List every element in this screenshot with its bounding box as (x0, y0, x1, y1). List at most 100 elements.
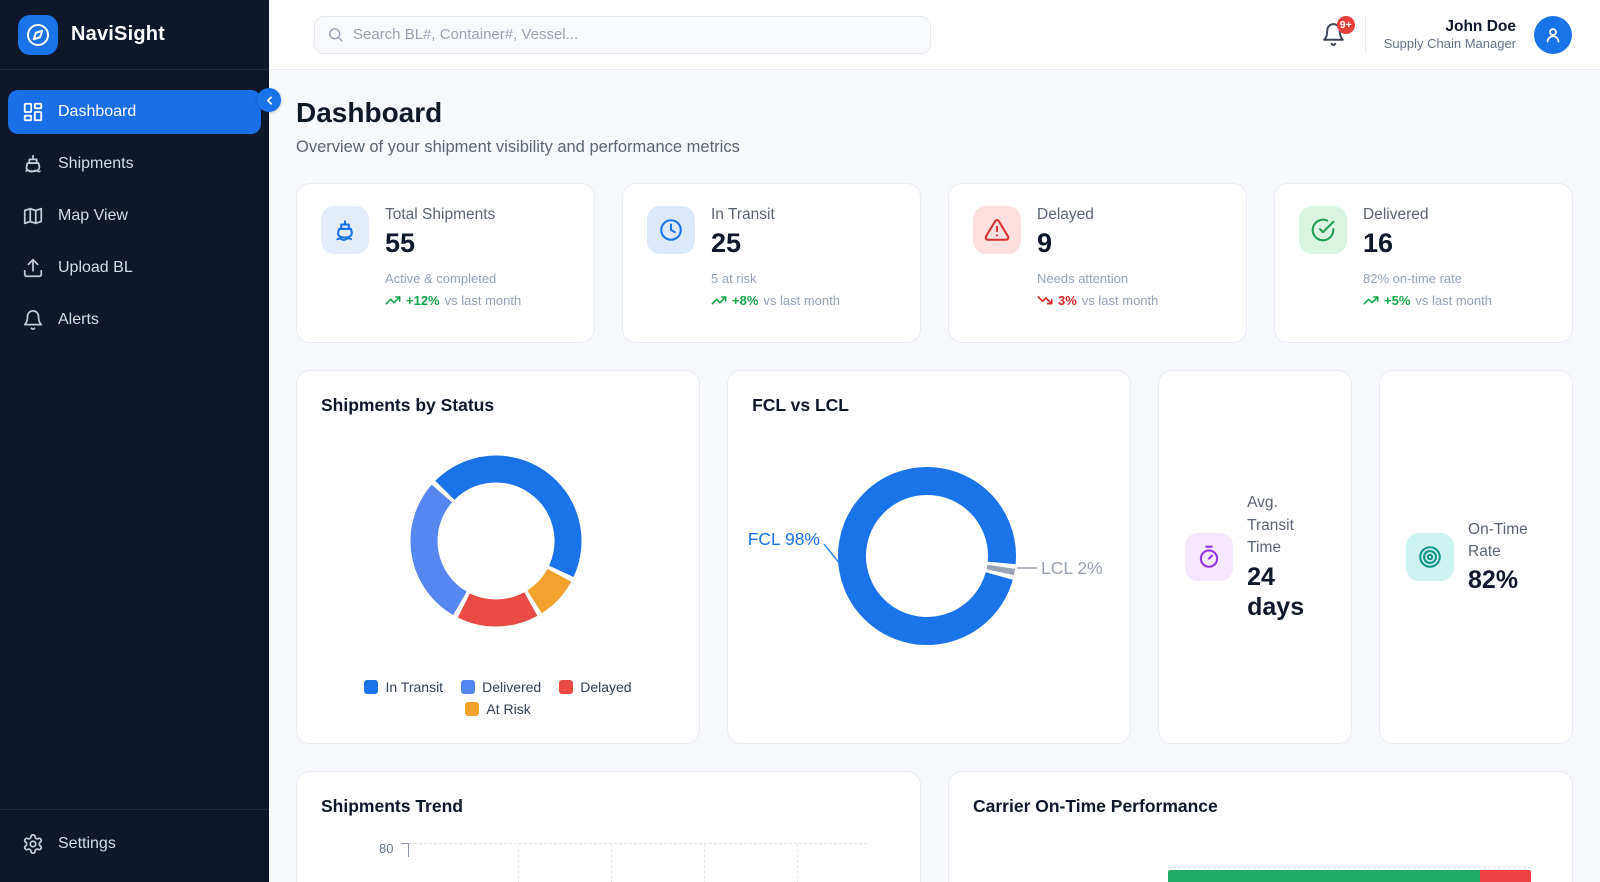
on-time-bar-segment (1168, 870, 1481, 882)
chart-title: FCL vs LCL (752, 395, 849, 415)
trending-up-icon (711, 295, 727, 307)
legend-swatch (364, 680, 379, 694)
gridline (1168, 867, 1531, 868)
shipments-trend-card: Shipments Trend 80 (296, 771, 921, 882)
sidebar-item-settings[interactable]: Settings (8, 822, 261, 866)
user-icon (1543, 25, 1563, 45)
delayed-bar-segment (1480, 870, 1531, 882)
stats-row: Total Shipments 55 Active & completed +1… (296, 183, 1573, 343)
trending-down-icon (1037, 295, 1053, 307)
gridline (409, 843, 867, 844)
kpi-label: On-Time Rate (1468, 520, 1528, 560)
status-donut-chart[interactable] (297, 416, 699, 679)
fcl-lcl-donut-chart[interactable]: FCL 98% LCL 2% (728, 416, 1130, 719)
charts-row: Shipments by Status In Transit Delivered D… (296, 370, 1573, 744)
chevron-left-icon (263, 94, 276, 107)
sidebar-item-label: Dashboard (58, 103, 137, 120)
chart-title: Carrier On-Time Performance (973, 796, 1218, 816)
main-area: 9+ John Doe Supply Chain Manager Dashboa… (269, 0, 1600, 882)
app-logo-row: NaviSight (0, 0, 269, 70)
donut-segment-lcl[interactable] (986, 564, 1016, 576)
page-subtitle: Overview of your shipment visibility and… (296, 138, 740, 156)
topbar-divider (1364, 15, 1366, 54)
sidebar: NaviSight Dashboard Shipments (0, 0, 281, 882)
trending-up-icon (385, 295, 401, 307)
gridline (704, 844, 705, 882)
sidebar-nav: Dashboard Shipments Map View (0, 70, 269, 809)
dashboard-content: Dashboard Overview of your shipment visi… (269, 70, 1600, 882)
stat-value: 16 (1363, 228, 1394, 258)
legend-swatch (559, 680, 574, 694)
legend-swatch (461, 680, 476, 694)
stat-card-delivered: Delivered 16 82% on-time rate +5% vs las… (1274, 183, 1573, 343)
sidebar-footer: Settings (0, 809, 269, 882)
avg-transit-time-card: Avg. Transit Time 24 days (1158, 370, 1353, 744)
sidebar-item-label: Settings (58, 835, 116, 852)
sidebar-collapse-button[interactable] (257, 88, 281, 112)
user-name: John Doe (1445, 17, 1516, 35)
ship-icon (22, 153, 44, 175)
stat-value: 25 (711, 228, 742, 258)
stat-trend: +5% vs last month (1363, 293, 1492, 308)
sidebar-item-alerts[interactable]: Alerts (8, 298, 261, 342)
y-axis-tick-label: 80 (379, 841, 394, 856)
user-meta: John Doe Supply Chain Manager (1384, 17, 1516, 53)
fcl-callout-label: FCL 98% (748, 529, 820, 549)
kpi-label: Avg. Transit Time (1247, 494, 1294, 557)
stat-sub: 5 at risk (711, 271, 757, 286)
kpi-value: 82% (1468, 566, 1519, 595)
gridline (611, 844, 612, 882)
upload-icon (22, 257, 44, 279)
bell-icon (22, 309, 44, 331)
legend-item-delayed: Delayed (559, 679, 632, 695)
alert-triangle-icon (973, 206, 1021, 254)
stat-card-in-transit: In Transit 25 5 at risk +8% vs last mont… (622, 183, 921, 343)
donut-segment-delivered[interactable] (410, 484, 468, 616)
y-axis-tick (401, 843, 409, 857)
legend-item-at-risk: At Risk (465, 701, 531, 717)
sidebar-item-label: Alerts (58, 311, 99, 328)
notifications-button[interactable]: 9+ (1321, 15, 1355, 48)
stopwatch-icon (1185, 533, 1234, 581)
shipments-trend-chart[interactable]: 80 (321, 839, 896, 882)
bell-icon (1321, 22, 1347, 47)
compass-logo-icon (18, 14, 58, 55)
stat-trend: +8% vs last month (711, 293, 840, 308)
user-role: Supply Chain Manager (1383, 36, 1516, 52)
donut-segment-delayed[interactable] (457, 591, 538, 627)
global-search (314, 15, 931, 54)
map-icon (22, 205, 44, 227)
clock-icon (647, 206, 695, 254)
sidebar-item-dashboard[interactable]: Dashboard (8, 90, 261, 134)
sidebar-item-shipments[interactable]: Shipments (8, 142, 261, 186)
stat-label: Delayed (1037, 206, 1094, 223)
topbar-right: 9+ John Doe Supply Chain Manager (1321, 15, 1572, 54)
topbar: 9+ John Doe Supply Chain Manager (269, 0, 1600, 70)
status-donut-card: Shipments by Status In Transit Delivered D… (296, 370, 701, 744)
stat-card-total-shipments: Total Shipments 55 Active & completed +1… (296, 183, 595, 343)
fcl-lcl-donut-card: FCL vs LCL FCL 98% LCL 2% (727, 370, 1132, 744)
bottom-row: Shipments Trend 80 Carrier On-Time Perfo… (296, 771, 1573, 882)
sidebar-item-map-view[interactable]: Map View (8, 194, 261, 238)
on-time-rate-card: On-Time Rate 82% (1379, 370, 1573, 744)
donut-segment-in-transit[interactable] (435, 455, 582, 577)
donut-segment-at-risk[interactable] (526, 568, 572, 614)
sidebar-item-label: Shipments (58, 155, 134, 172)
user-avatar[interactable] (1534, 15, 1572, 54)
target-icon (1406, 533, 1455, 581)
carrier-bar (1168, 870, 1531, 882)
stat-sub: 82% on-time rate (1363, 271, 1462, 286)
search-input[interactable] (353, 26, 918, 43)
legend-item-in-transit: In Transit (364, 679, 443, 695)
lcl-callout-label: LCL 2% (1041, 558, 1103, 578)
carrier-performance-chart[interactable] (973, 839, 1548, 882)
legend-swatch (465, 702, 480, 716)
gridline (797, 844, 798, 882)
chart-legend: In Transit Delivered Delayed At Risk (321, 679, 675, 719)
sidebar-item-upload-bl[interactable]: Upload BL (8, 246, 261, 290)
stat-label: Total Shipments (385, 206, 496, 223)
chart-title: Shipments Trend (321, 796, 463, 816)
gridline (518, 844, 519, 882)
stat-trend: 3% vs last month (1037, 293, 1158, 308)
donut-segment-fcl[interactable] (838, 467, 1017, 645)
